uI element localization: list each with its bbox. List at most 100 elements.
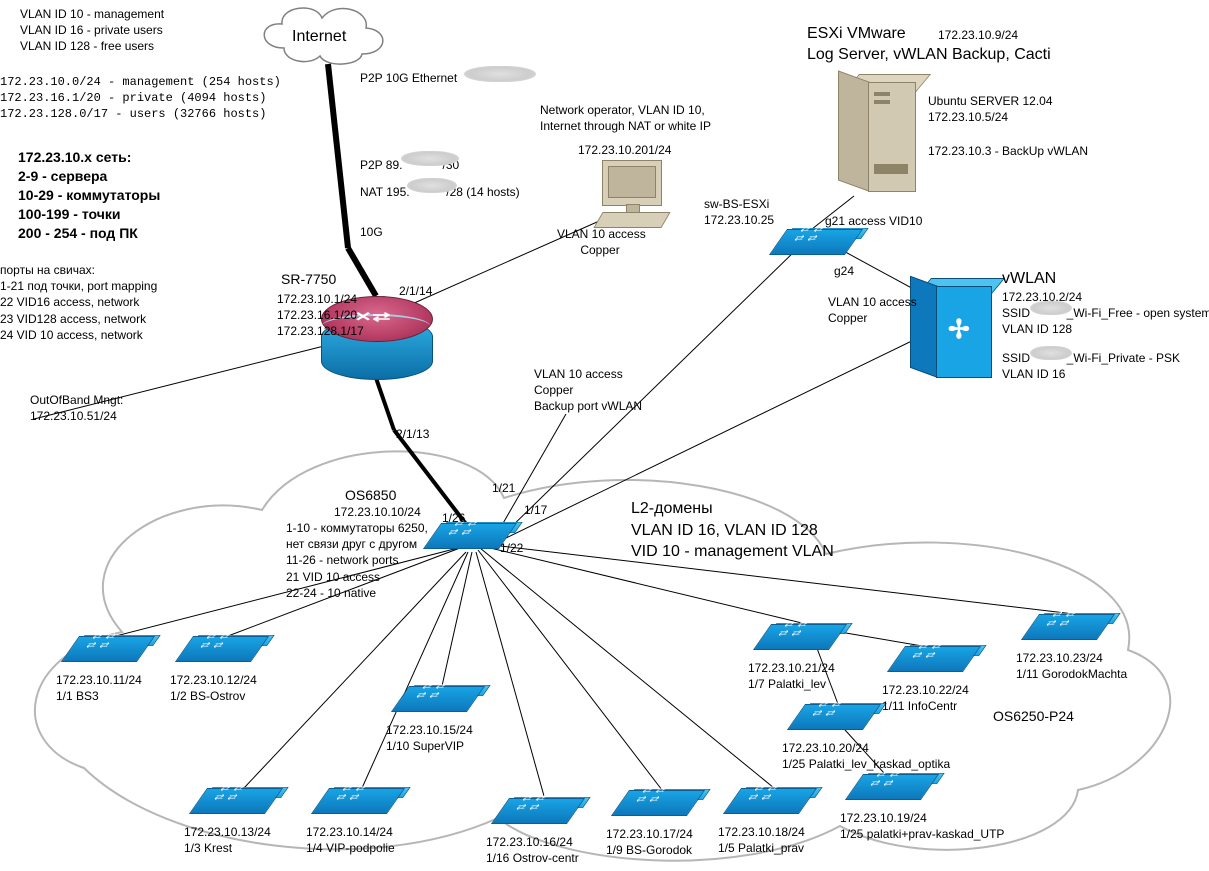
text-p126: 1/26 (442, 510, 465, 526)
access-switch-ip: 172.23.10.20/24 (782, 741, 869, 755)
text-subnet_block: 172.23.10.0/24 - management (254 hosts) … (0, 74, 281, 123)
redaction (1030, 346, 1072, 360)
access-switch-label: 172.23.10.19/24 1/25 palatki+prav-kaskad_… (840, 810, 1004, 842)
access-switch-icon: ⇄ ⇄⇄ ⇄ (184, 626, 258, 670)
access-switch-ip: 172.23.10.16/24 (486, 835, 573, 849)
link-line (442, 552, 472, 686)
access-switch-ip: 172.23.10.19/24 (840, 811, 927, 825)
text-vlan10_copper_backup: VLAN 10 access Copper Backup port vWLAN (534, 366, 642, 415)
access-switch-label: 172.23.10.11/24 1/1 BS3 (56, 672, 142, 704)
text-range_title: 172.23.10.x сеть: 2-9 - сервера 10-29 - … (18, 148, 160, 242)
access-switch-icon: ⇄ ⇄⇄ ⇄ (796, 694, 870, 738)
text-netop: Network operator, VLAN ID 10, Internet t… (540, 102, 711, 134)
access-switch-icon: ⇄ ⇄⇄ ⇄ (732, 778, 806, 822)
text-p117: 1/17 (524, 502, 547, 518)
access-switch-icon: ⇄ ⇄⇄ ⇄ (70, 626, 144, 670)
access-switch-label: 172.23.10.15/241/10 SuperVIP (386, 722, 473, 754)
access-switch-icon: ⇄ ⇄⇄ ⇄ (500, 788, 574, 832)
access-switch-label: 172.23.10.16/24 1/16 Ostrov-centr (486, 834, 579, 866)
internet-label: Internet (292, 26, 346, 48)
link-line (376, 378, 394, 430)
text-l2dom: L2-домены VLAN ID 16, VLAN ID 128 VID 10… (631, 498, 834, 563)
text-os6250: OS6250-P24 (993, 707, 1074, 726)
text-esxi_ip: 172.23.10.9/24 (938, 27, 1018, 43)
text-backup: 172.23.10.3 - BackUp vWLAN (928, 143, 1088, 159)
text-vlan_block: VLAN ID 10 - management VLAN ID 16 - pri… (20, 6, 164, 55)
access-switch-ip: 172.23.10.13/24 (184, 825, 271, 839)
access-switch-port: 1/3 Krest (184, 841, 232, 855)
access-switch-ip: 172.23.10.11/24 (56, 673, 142, 687)
link-line (478, 550, 662, 790)
access-switch-port: 1/10 SuperVIP (386, 739, 464, 753)
text-ssid2: SSID _Wi-Fi_Private - PSK VLAN ID 16 (1002, 350, 1180, 382)
access-switch-port: 1/11 GorodokMachta (1016, 667, 1127, 681)
text-g21: g21 access VID10 (825, 213, 922, 229)
redaction (407, 178, 457, 193)
access-switch-icon: ⇄ ⇄⇄ ⇄ (198, 778, 272, 822)
access-switch-label: 172.23.10.13/24 1/3 Krest (184, 824, 271, 856)
access-switch-label: 172.23.10.20/24 1/25 Palatki_lev_kaskad_o… (782, 740, 950, 772)
text-esxi_sub: Log Server, vWLAN Backup, Cacti (807, 44, 1051, 66)
access-switch-label: 172.23.10.18/24 1/5 Palatki_prav (718, 824, 805, 856)
link-line (476, 552, 544, 796)
text-sr_label: SR-7750 (281, 270, 336, 289)
text-os6850_ip: 172.23.10.10/24 (334, 504, 421, 520)
access-switch-label: 172.23.10.14/24 1/4 VIP-podpolie (306, 824, 395, 856)
access-switch-port: 1/5 Palatki_prav (718, 841, 804, 855)
text-oob: OutOfBand Mngt: 172.23.10.51/24 (30, 392, 123, 424)
text-sr_ips: 172.23.10.1/24 172.23.16.1/20 172.23.128… (277, 291, 364, 340)
access-switch-icon: ⇄ ⇄⇄ ⇄ (320, 778, 394, 822)
pc-operator-icon (598, 160, 664, 230)
access-switch-ip: 172.23.10.17/24 (606, 827, 693, 841)
access-switch-port: 1/16 Ostrov-centr (486, 851, 579, 865)
text-vlan10_copper2: VLAN 10 access Copper (828, 294, 917, 326)
access-switch-icon: ⇄ ⇄⇄ ⇄ (1030, 604, 1104, 648)
access-switch-port: 1/25 Palatki_lev_kaskad_optika (782, 757, 950, 771)
access-switch-ip: 172.23.10.22/24 (882, 683, 969, 697)
text-g24: g24 (834, 263, 854, 279)
access-switch-port: 1/7 Palatki_lev (748, 677, 826, 691)
access-switch-port: 1/25 palatki+prav-kaskad_UTP (840, 827, 1004, 841)
text-vlan10_copper_pc: VLAN 10 access Copper (557, 226, 646, 258)
link-line (480, 548, 774, 788)
access-switch-port: 1/2 BS-Ostrov (170, 689, 245, 703)
access-switch-port: 1/11 InfoCentr (882, 699, 957, 713)
access-switch-label: 172.23.10.21/24 1/7 Palatki_lev (748, 660, 835, 692)
text-os6850_ports: 1-10 - коммутаторы 6250, нет связи друг … (286, 520, 428, 601)
access-switch-ip: 172.23.10.21/24 (748, 661, 835, 675)
access-switch-port: 1/4 VIP-podpolie (306, 841, 395, 855)
text-p122: 1/22 (500, 540, 523, 556)
access-switch-icon: ⇄ ⇄⇄ ⇄ (762, 614, 836, 658)
text-netop_ip: 172.23.10.201/24 (578, 142, 671, 158)
text-port_2113: 2/1/13 (396, 426, 429, 442)
access-switch-label: 172.23.10.23/24 1/11 GorodokMachta (1016, 650, 1127, 682)
access-switch-port: 1/1 BS3 (56, 689, 99, 703)
vwlan-controller-icon: ✢ (910, 278, 990, 382)
access-switch-label: 172.23.10.17/24 1/9 BS-Gorodok (606, 826, 693, 858)
text-p2p_eth: P2P 10G Ethernet (360, 70, 457, 86)
redaction (1030, 301, 1072, 315)
text-esxi_title: ESXi VMware (807, 23, 906, 45)
access-switch-port: 1/9 BS-Gorodok (606, 843, 692, 857)
access-switch-ip: 172.23.10.12/24 (170, 673, 257, 687)
access-switch-ip: 172.23.10.18/24 (718, 825, 805, 839)
server-esxi-icon (838, 74, 916, 198)
text-ports_block: порты на свичах: 1-21 под точки, port ma… (0, 262, 157, 343)
text-p121: 1/21 (492, 480, 515, 496)
redaction (464, 66, 536, 82)
text-ubuntu: Ubuntu SERVER 12.04 172.23.10.5/24 (928, 93, 1053, 125)
access-switch-label: 172.23.10.12/24 1/2 BS-Ostrov (170, 672, 257, 704)
link-line (328, 64, 348, 248)
access-switch-ip: 172.23.10.14/24 (306, 825, 393, 839)
redaction (401, 151, 459, 166)
text-ten_g: 10G (360, 224, 383, 240)
access-switch-label: 172.23.10.22/24 1/11 InfoCentr (882, 682, 969, 714)
access-switch-icon: ⇄ ⇄⇄ ⇄ (620, 780, 694, 824)
access-switch-icon: ⇄ ⇄⇄ ⇄ (400, 676, 474, 720)
text-os6850: OS6850 (345, 486, 396, 505)
access-switch-icon: ⇄ ⇄⇄ ⇄ (896, 636, 970, 680)
access-switch-ip: 172.23.10.23/24 (1016, 651, 1103, 665)
text-swbs: sw-BS-ESXi 172.23.10.25 (704, 196, 774, 228)
text-vwlan_title: vWLAN (1002, 268, 1056, 290)
text-port_2114: 2/1/14 (399, 283, 432, 299)
